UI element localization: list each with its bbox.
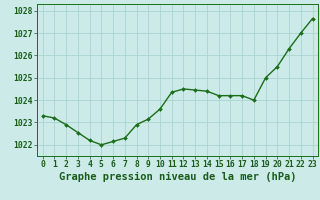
X-axis label: Graphe pression niveau de la mer (hPa): Graphe pression niveau de la mer (hPa) (59, 172, 296, 182)
